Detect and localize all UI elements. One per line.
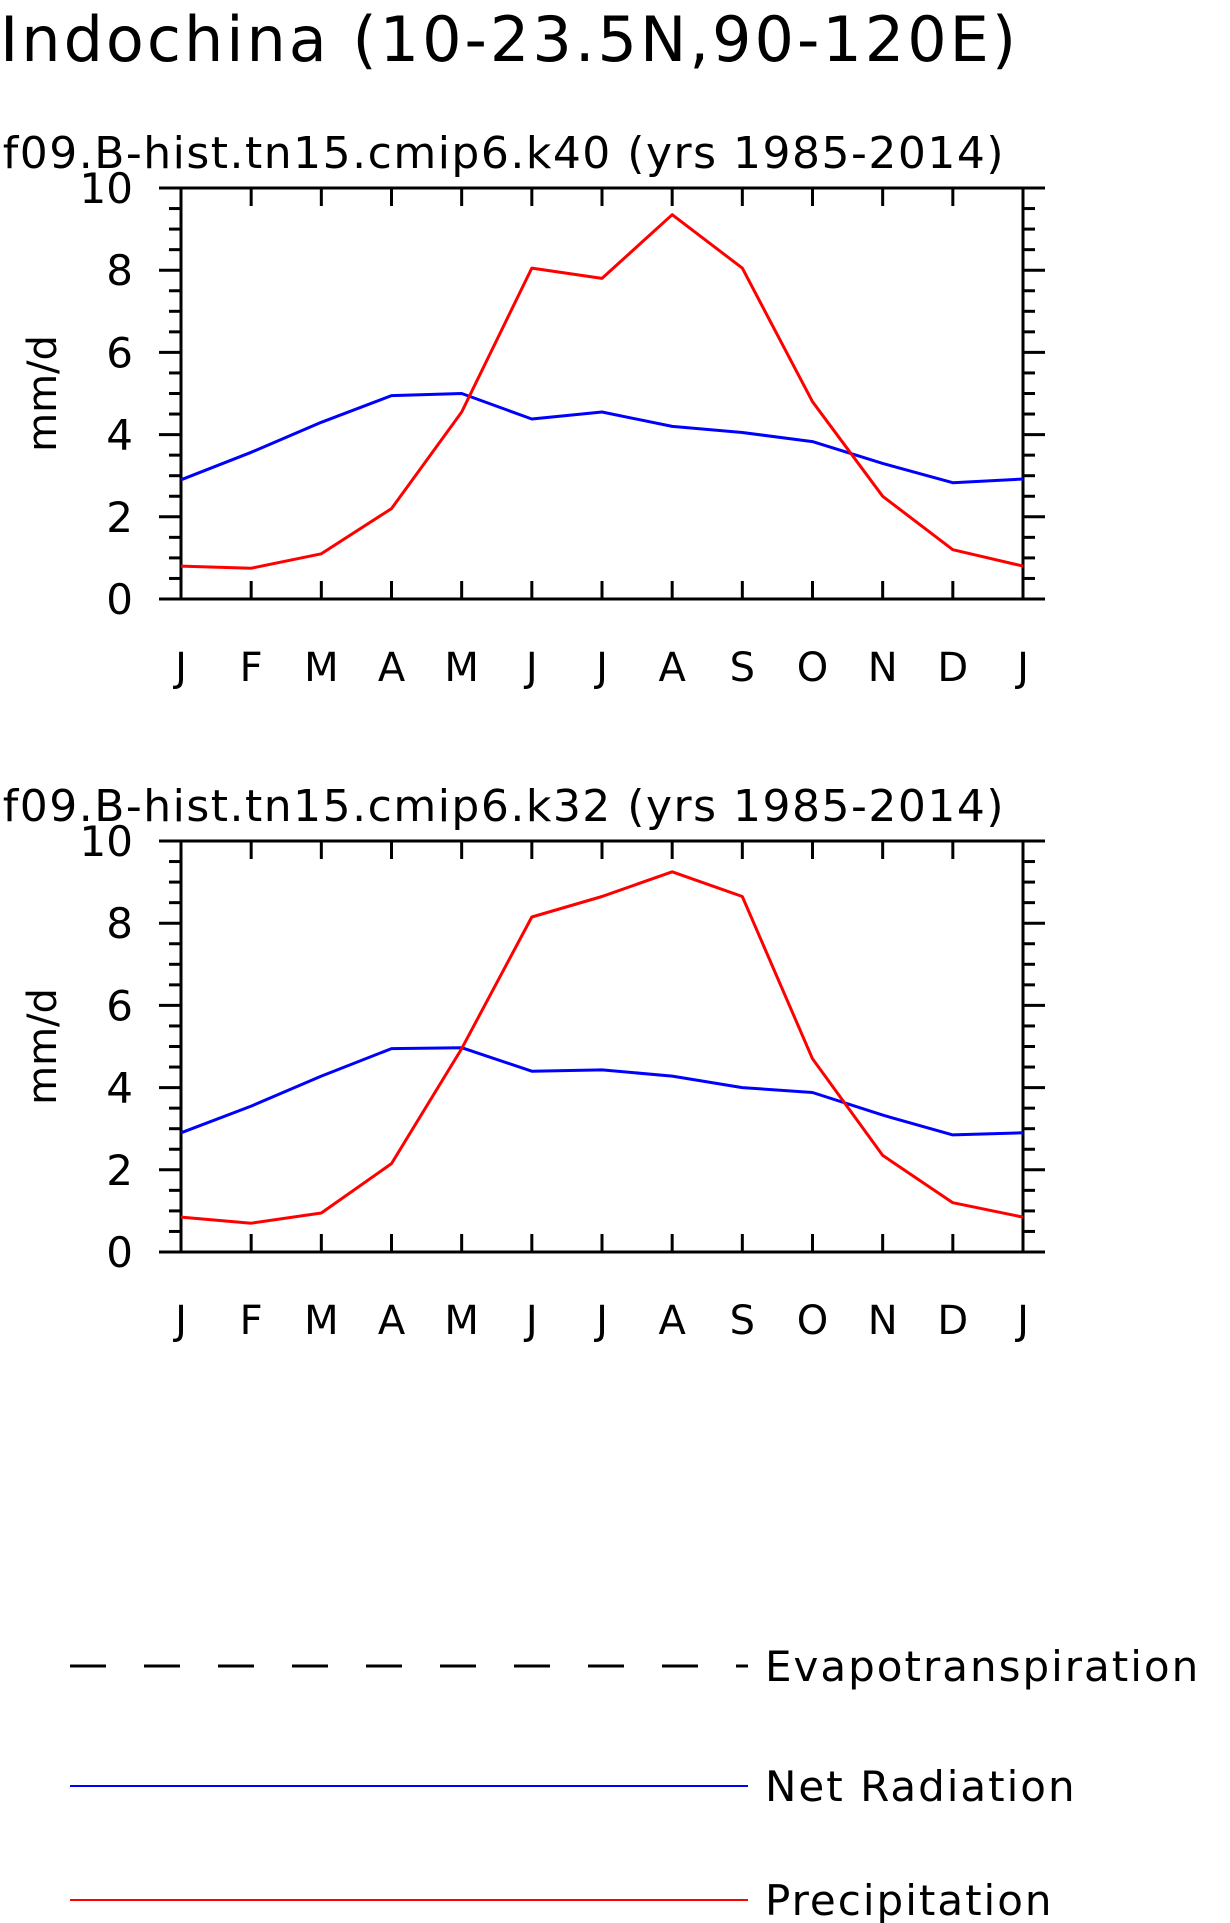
- y-axis-label: mm/d: [20, 988, 66, 1105]
- y-tick-label: 6: [106, 328, 133, 377]
- plot-frame: [179, 186, 1025, 601]
- x-tick-label: J: [172, 645, 187, 691]
- y-tick-label: 0: [106, 1228, 133, 1277]
- y-tick-label: 4: [106, 1064, 133, 1113]
- x-tick-label: D: [937, 645, 968, 691]
- x-tick-label: J: [523, 1298, 538, 1344]
- y-tick-label: 6: [106, 981, 133, 1030]
- series-line-net-radiation: [180, 1046, 1024, 1137]
- x-tick-label: D: [937, 1298, 968, 1344]
- y-tick-label: 10: [80, 164, 133, 213]
- x-tick-label: J: [1014, 645, 1029, 691]
- legend: Evapotranspiration Net Radiation Precipita…: [70, 1642, 1200, 1923]
- chart-panel-1: f09.B-hist.tn15.cmip6.k40 (yrs 1985-2014…: [3, 128, 1045, 691]
- chart-panel-2: f09.B-hist.tn15.cmip6.k32 (yrs 1985-2014…: [3, 781, 1045, 1344]
- plot-frame: [179, 839, 1025, 1254]
- x-tick-label: S: [730, 1298, 755, 1344]
- chart-subtitle: f09.B-hist.tn15.cmip6.k40 (yrs 1985-2014…: [3, 128, 1005, 179]
- x-tick-label: A: [378, 1298, 406, 1344]
- x-tick-label: M: [304, 645, 339, 691]
- x-tick-label: N: [868, 645, 898, 691]
- x-tick-label: N: [868, 1298, 898, 1344]
- main-title: Indochina (10-23.5N,90-120E): [0, 3, 1020, 76]
- x-tick-label: M: [444, 1298, 479, 1344]
- y-tick-label: 0: [106, 575, 133, 624]
- y-tick-label: 10: [80, 817, 133, 866]
- series-line-precipitation: [180, 870, 1024, 1225]
- y-tick-label: 8: [106, 899, 133, 948]
- x-tick-label: J: [1014, 1298, 1029, 1344]
- series-line-net-radiation: [180, 392, 1024, 485]
- x-tick-label: M: [444, 645, 479, 691]
- y-axis-label: mm/d: [20, 335, 66, 452]
- y-tick-label: 4: [106, 411, 133, 460]
- x-tick-label: S: [730, 645, 755, 691]
- x-tick-label: M: [304, 1298, 339, 1344]
- legend-label-net-radiation: Net Radiation: [765, 1762, 1077, 1811]
- chart-subtitle: f09.B-hist.tn15.cmip6.k32 (yrs 1985-2014…: [3, 781, 1005, 832]
- x-tick-label: O: [797, 645, 828, 691]
- x-tick-label: J: [593, 645, 608, 691]
- x-tick-label: O: [797, 1298, 828, 1344]
- x-tick-label: A: [378, 645, 406, 691]
- legend-label-evapotranspiration: Evapotranspiration: [765, 1642, 1200, 1691]
- y-tick-label: 2: [106, 493, 133, 542]
- legend-label-precipitation: Precipitation: [765, 1876, 1054, 1923]
- x-tick-label: J: [523, 645, 538, 691]
- x-tick-label: F: [240, 1298, 263, 1344]
- x-tick-label: F: [240, 645, 263, 691]
- y-tick-label: 8: [106, 246, 133, 295]
- y-tick-label: 2: [106, 1146, 133, 1195]
- x-tick-label: A: [658, 1298, 686, 1344]
- series-line-precipitation: [180, 213, 1024, 570]
- x-tick-label: J: [172, 1298, 187, 1344]
- x-tick-label: J: [593, 1298, 608, 1344]
- x-tick-label: A: [658, 645, 686, 691]
